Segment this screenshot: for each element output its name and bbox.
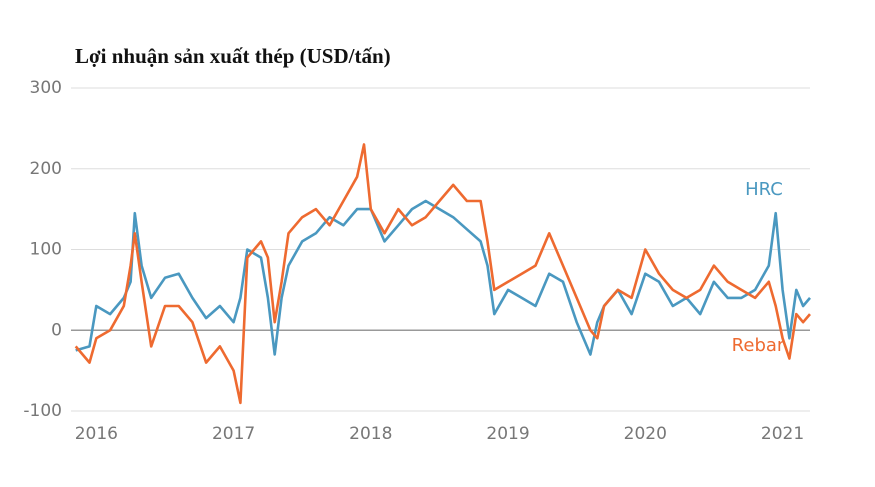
y-tick-label: 300 — [30, 78, 62, 98]
chart-title: Lợi nhuận sản xuất thép (USD/tấn) — [75, 44, 391, 68]
series-line — [75, 199, 811, 356]
x-tick-label: 2017 — [212, 424, 255, 444]
series-label: HRC — [745, 179, 783, 200]
y-tick-label: -100 — [23, 401, 62, 421]
x-tick-label: 2019 — [486, 424, 529, 444]
x-tick-label: 2018 — [349, 424, 392, 444]
y-tick-label: 100 — [30, 240, 62, 260]
y-tick-label: 200 — [30, 159, 62, 179]
x-tick-label: 2016 — [75, 424, 118, 444]
series-label: Rebar — [732, 335, 785, 356]
x-tick-label: 2020 — [624, 424, 667, 444]
y-tick-label: 0 — [51, 320, 62, 340]
x-tick-label: 2021 — [761, 424, 804, 444]
series-line — [74, 143, 811, 405]
